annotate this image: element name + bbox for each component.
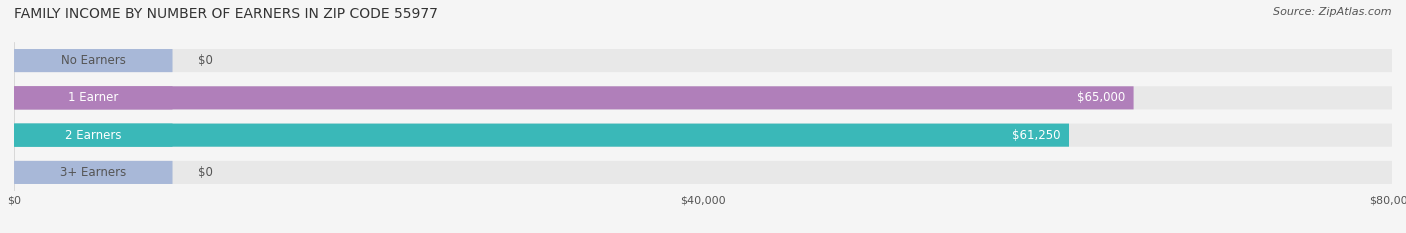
Text: 2 Earners: 2 Earners [65, 129, 121, 142]
FancyBboxPatch shape [14, 123, 173, 147]
Text: No Earners: No Earners [60, 54, 125, 67]
Text: $0: $0 [198, 54, 214, 67]
FancyBboxPatch shape [14, 161, 1392, 184]
FancyBboxPatch shape [14, 86, 173, 110]
FancyBboxPatch shape [14, 123, 1069, 147]
Text: 3+ Earners: 3+ Earners [60, 166, 127, 179]
FancyBboxPatch shape [14, 86, 1392, 110]
Text: $61,250: $61,250 [1012, 129, 1060, 142]
Text: FAMILY INCOME BY NUMBER OF EARNERS IN ZIP CODE 55977: FAMILY INCOME BY NUMBER OF EARNERS IN ZI… [14, 7, 437, 21]
Text: Source: ZipAtlas.com: Source: ZipAtlas.com [1274, 7, 1392, 17]
Text: $0: $0 [198, 166, 214, 179]
FancyBboxPatch shape [14, 161, 173, 184]
FancyBboxPatch shape [14, 86, 1133, 110]
FancyBboxPatch shape [14, 123, 1392, 147]
Text: $65,000: $65,000 [1077, 91, 1125, 104]
Text: 1 Earner: 1 Earner [67, 91, 118, 104]
FancyBboxPatch shape [14, 49, 173, 72]
FancyBboxPatch shape [14, 49, 1392, 72]
